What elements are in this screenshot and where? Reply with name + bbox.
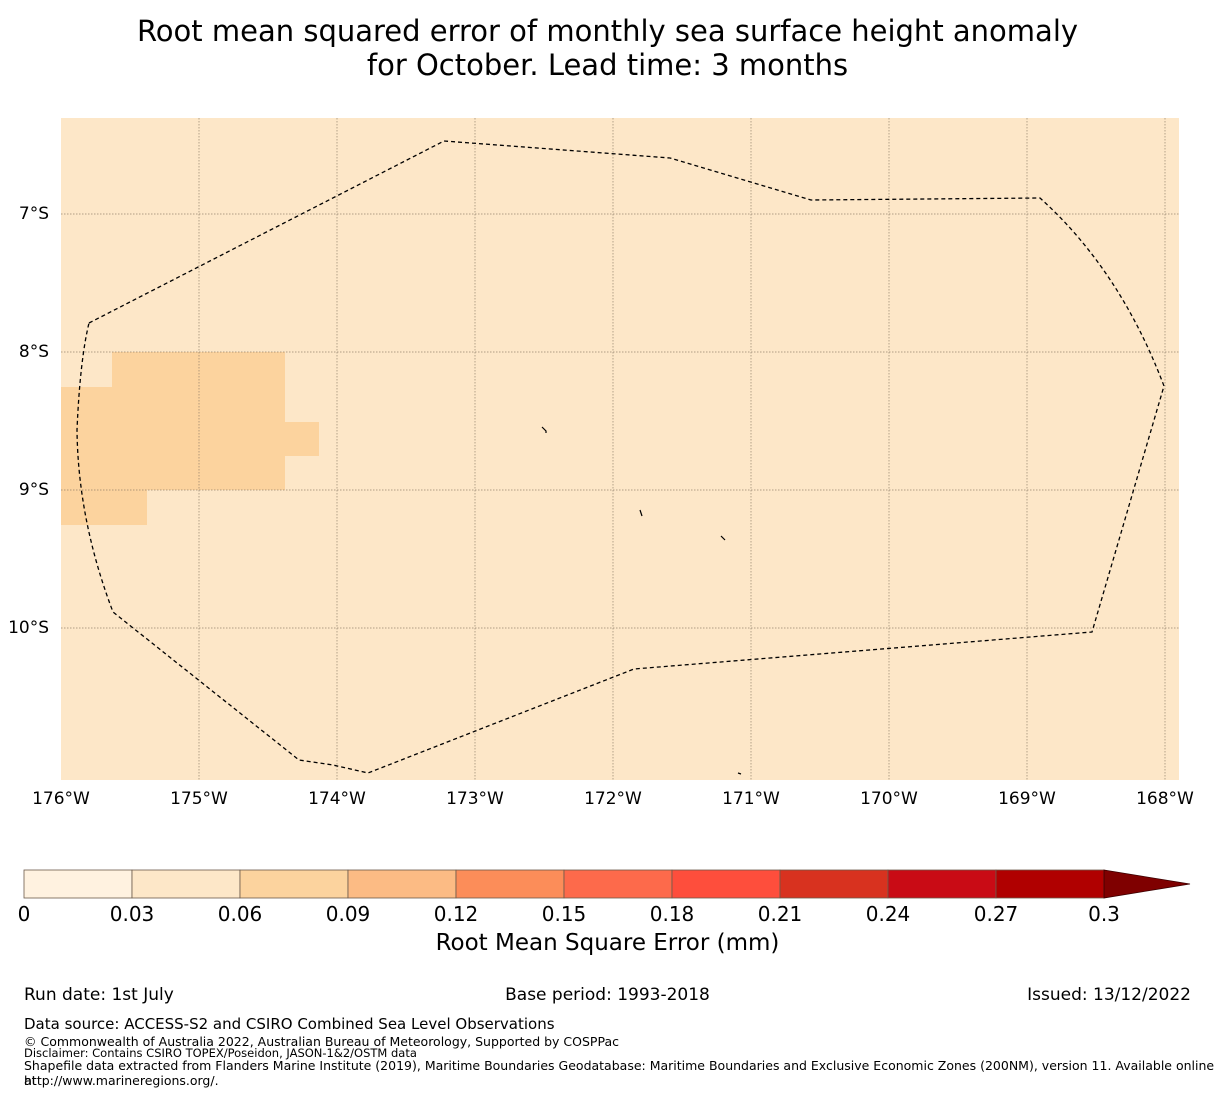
colorbar-segment bbox=[23, 869, 133, 899]
colorbar-label: Root Mean Square Error (mm) bbox=[435, 930, 780, 956]
colorbar-segment bbox=[455, 869, 565, 899]
shapefile-credit: Shapefile data extracted from Flanders M… bbox=[24, 1058, 1215, 1088]
lat-label-10s: 10°S bbox=[8, 618, 49, 638]
colorbar-tick: 0.06 bbox=[217, 902, 263, 926]
shapefile-url: http://www.marineregions.org/. bbox=[24, 1073, 219, 1088]
title-line-2: for October. Lead time: 3 months bbox=[366, 48, 849, 82]
lon-label-170w: 170°W bbox=[860, 789, 918, 809]
rmse-cell bbox=[61, 490, 147, 525]
disclaimer: Disclaimer: Contains CSIRO TOPEX/Poseido… bbox=[24, 1046, 417, 1060]
island bbox=[541, 426, 547, 433]
rmse-cell bbox=[61, 387, 285, 490]
colorbar-tick: 0.15 bbox=[541, 902, 587, 926]
gridlines bbox=[61, 118, 1179, 780]
copyright: © Commonwealth of Australia 2022, Austra… bbox=[24, 1034, 619, 1049]
lon-label-172w: 172°W bbox=[584, 789, 642, 809]
colorbar-segment bbox=[239, 869, 349, 899]
colorbar-tick: 0.09 bbox=[325, 902, 371, 926]
rmse-cells bbox=[61, 352, 319, 525]
islands bbox=[541, 426, 742, 775]
colorbar-tick: 0.12 bbox=[433, 902, 479, 926]
colorbar-tick: 0.3 bbox=[1088, 902, 1120, 926]
lon-label-169w: 169°W bbox=[998, 789, 1056, 809]
colorbar bbox=[23, 869, 1191, 899]
colorbar-segment bbox=[779, 869, 889, 899]
lat-label-8s: 8°S bbox=[18, 342, 49, 362]
colorbar-tick: 0.21 bbox=[757, 902, 803, 926]
lon-label-175w: 175°W bbox=[170, 789, 228, 809]
lon-label-171w: 171°W bbox=[722, 789, 780, 809]
colorbar-segment bbox=[995, 869, 1105, 899]
colorbar-segment bbox=[131, 869, 241, 899]
lon-label-176w: 176°W bbox=[32, 789, 90, 809]
island bbox=[720, 535, 726, 541]
colorbar-segment bbox=[347, 869, 457, 899]
title-line-1: Root mean squared error of monthly sea s… bbox=[136, 14, 1079, 48]
eez-boundary bbox=[76, 140, 1165, 774]
island bbox=[639, 509, 643, 517]
rmse-cell bbox=[112, 352, 285, 387]
colorbar-tick: 0.03 bbox=[109, 902, 155, 926]
colorbar-segment bbox=[671, 869, 781, 899]
map-title: Root mean squared error of monthly sea s… bbox=[0, 14, 1215, 82]
map-area bbox=[61, 118, 1179, 780]
lon-label-174w: 174°W bbox=[308, 789, 366, 809]
lon-label-168w: 168°W bbox=[1136, 789, 1194, 809]
colorbar-tick: 0.27 bbox=[973, 902, 1019, 926]
lat-label-7s: 7°S bbox=[18, 204, 49, 224]
issued-date: Issued: 13/12/2022 bbox=[1027, 985, 1191, 1005]
island bbox=[737, 772, 742, 775]
rmse-cell bbox=[285, 422, 319, 456]
colorbar-segment bbox=[887, 869, 997, 899]
lon-label-173w: 173°W bbox=[446, 789, 504, 809]
lat-label-9s: 9°S bbox=[18, 480, 49, 500]
colorbar-tick: 0.18 bbox=[649, 902, 695, 926]
colorbar-tick: 0 bbox=[17, 902, 31, 926]
colorbar-extension bbox=[1103, 869, 1191, 899]
base-period: Base period: 1993-2018 bbox=[505, 985, 710, 1005]
colorbar-segment bbox=[563, 869, 673, 899]
data-source: Data source: ACCESS-S2 and CSIRO Combine… bbox=[24, 1015, 555, 1033]
colorbar-segments bbox=[23, 869, 1105, 899]
colorbar-tick: 0.24 bbox=[865, 902, 911, 926]
run-date: Run date: 1st July bbox=[24, 985, 174, 1005]
